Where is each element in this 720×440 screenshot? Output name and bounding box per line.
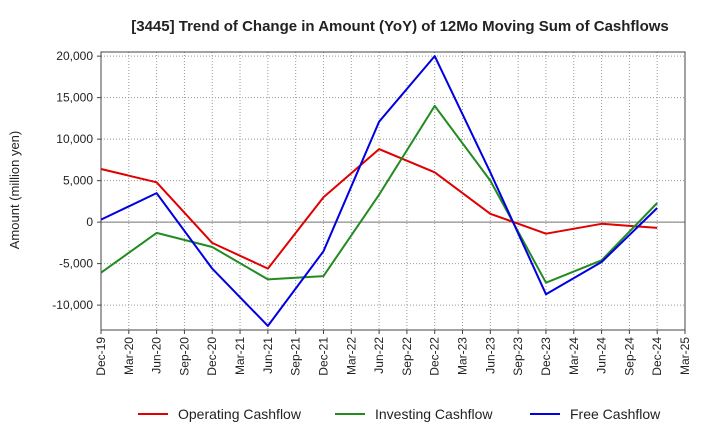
x-tick-label: Sep-23: [511, 337, 525, 376]
series-lines: [100, 55, 658, 327]
x-tick-label: Dec-24: [650, 337, 664, 376]
x-tick-label: Sep-24: [622, 337, 636, 376]
legend-label-operating-cashflow: Operating Cashflow: [178, 406, 302, 422]
y-axis-label: Amount (million yen): [7, 131, 22, 250]
x-tick-label: Mar-20: [122, 337, 136, 375]
legend-label-free-cashflow: Free Cashflow: [570, 406, 661, 422]
y-tick-label: -10,000: [52, 298, 93, 312]
x-tick-label: Sep-20: [177, 337, 191, 376]
x-tick-label: Dec-23: [539, 337, 553, 376]
x-axis: Dec-19 Mar-20 Jun-20 Sep-20 Dec-20 Mar-21 Jun-…: [94, 330, 692, 376]
y-tick-label: 5,000: [63, 174, 93, 188]
x-tick-label: Mar-21: [233, 337, 247, 375]
y-tick-label: 0: [86, 215, 93, 229]
x-tick-label: Mar-24: [567, 337, 581, 375]
legend-label-investing-cashflow: Investing Cashflow: [375, 406, 493, 422]
series-line-free-cashflow: [100, 55, 658, 327]
y-tick-label: 10,000: [56, 132, 93, 146]
legend: Operating Cashflow Investing Cashflow Free…: [138, 406, 661, 422]
x-tick-label: Dec-20: [205, 337, 219, 376]
y-tick-label: -5,000: [59, 257, 93, 271]
x-tick-label: Jun-23: [483, 337, 497, 374]
y-tick-label: 20,000: [56, 49, 93, 63]
x-tick-label: Dec-21: [316, 337, 330, 376]
y-axis: 20,000 15,000 10,000 5,000 0 -5,000 -10,000: [52, 49, 101, 312]
x-tick-label: Jun-20: [150, 337, 164, 374]
x-tick-label: Sep-22: [400, 337, 414, 376]
x-tick-label: Sep-21: [289, 337, 303, 376]
y-tick-label: 15,000: [56, 91, 93, 105]
grid: [101, 52, 685, 330]
x-tick-label: Jun-24: [595, 337, 609, 374]
x-tick-label: Dec-22: [428, 337, 442, 376]
x-tick-label: Jun-22: [372, 337, 386, 374]
x-tick-label: Mar-22: [344, 337, 358, 375]
x-tick-label: Mar-25: [678, 337, 692, 375]
x-tick-label: Dec-19: [94, 337, 108, 376]
plot-frame: [100, 51, 686, 331]
chart-title: [3445] Trend of Change in Amount (YoY) o…: [131, 18, 669, 35]
series-line-operating-cashflow: [100, 148, 658, 270]
x-tick-label: Jun-21: [261, 337, 275, 374]
x-tick-label: Mar-23: [456, 337, 470, 375]
